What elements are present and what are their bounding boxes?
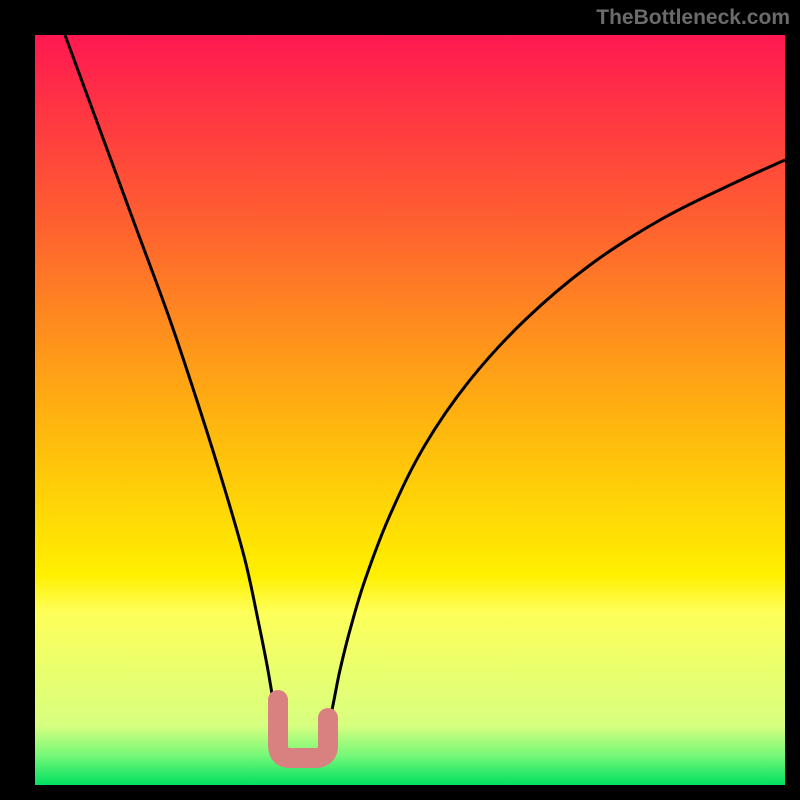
curve-right <box>330 160 785 720</box>
watermark-text: TheBottleneck.com <box>596 6 790 30</box>
curve-left <box>65 35 277 725</box>
valley-marker <box>278 700 328 758</box>
chart-svg <box>35 35 785 785</box>
bottleneck-chart <box>35 35 785 785</box>
